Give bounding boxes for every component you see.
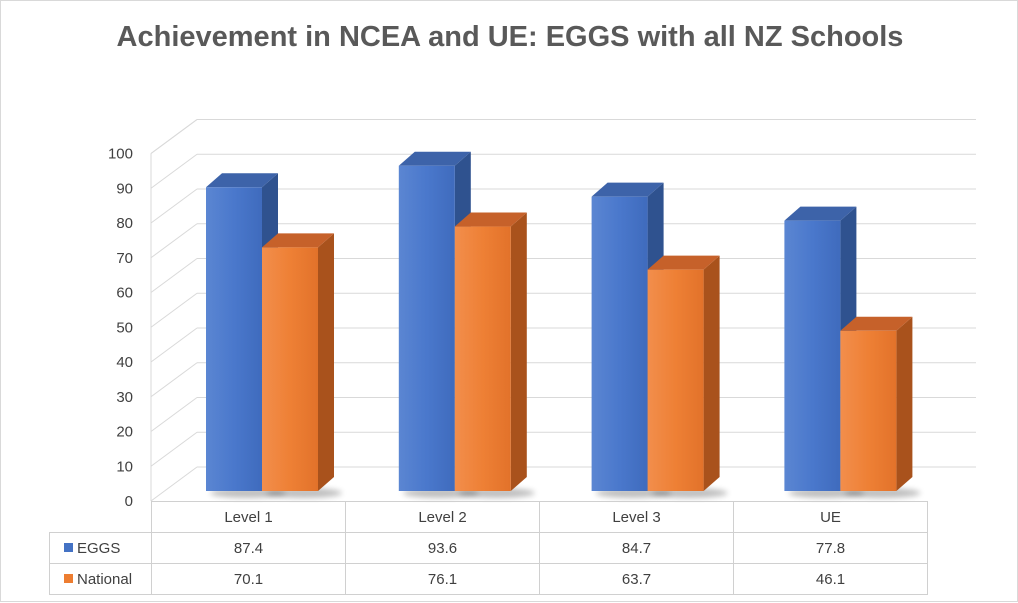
bar-eggs-level-2 [398,165,455,492]
gridline-depth [150,397,198,432]
bar-eggs-ue [784,220,841,491]
bar-top [262,233,334,248]
gridline-depth [150,292,198,328]
gridline-depth [150,327,198,363]
category-label: Level 1 [151,501,346,533]
data-value: 93.6 [345,532,540,564]
data-value: 77.8 [733,532,928,564]
bar-top [206,173,278,188]
y-tick-label: 100 [108,146,133,163]
data-value: 87.4 [151,532,346,564]
gridline-depth [150,188,198,224]
gridline-depth [150,466,198,502]
bar-top [591,182,664,197]
bar-top [647,255,720,270]
legend-swatch [64,542,73,552]
gridline-depth [150,431,198,467]
data-value: 84.7 [539,532,734,564]
bar-side [510,212,527,492]
bar-national-level-1 [262,247,318,491]
table-row: National 70.1 76.1 63.7 46.1 [49,563,928,595]
legend-entry-national: National [49,563,152,595]
category-label: Level 2 [345,501,540,533]
gridline-depth [150,153,198,189]
series-name: National [77,570,133,588]
bar-eggs-level-3 [591,196,648,492]
series-name: EGGS [77,539,121,557]
y-tick-label: 40 [116,354,133,371]
y-tick-label: 60 [116,285,133,302]
category-label: UE [733,501,928,533]
table-header-row: Level 1 Level 2 Level 3 UE [49,501,928,533]
top-edge [150,119,198,154]
y-tick-label: 10 [116,458,133,475]
gridline-depth [150,362,198,398]
legend-swatch [64,573,73,583]
bar-top [398,151,471,166]
bar-top [454,212,527,227]
gridline-depth [150,223,198,259]
data-table: Level 1 Level 2 Level 3 UE EGGS 87.4 93.… [49,501,928,595]
bar-top [784,206,857,221]
data-value: 70.1 [151,563,346,595]
y-tick-label: 30 [116,389,133,406]
bar-national-level-2 [454,226,511,492]
bar-eggs-level-1 [206,187,262,491]
data-value: 63.7 [539,563,734,595]
bar-side [896,316,913,491]
bar-national-level-3 [647,269,704,491]
data-value: 46.1 [733,563,928,595]
legend-entry-eggs: EGGS [49,532,152,564]
category-label: Level 3 [539,501,734,533]
bar-side [703,255,720,491]
table-row: EGGS 87.4 93.6 84.7 77.8 [49,532,928,564]
y-tick-label: 80 [116,215,133,232]
bar-side [318,233,334,491]
bar-top [840,316,913,331]
y-tick-label: 20 [116,424,133,441]
y-tick-label: 70 [116,250,133,267]
bar-national-ue [840,330,897,491]
table-corner [49,501,152,533]
y-tick-label: 50 [116,319,133,336]
gridline-depth [150,258,198,293]
chart-title: Achievement in NCEA and UE: EGGS with al… [116,21,904,53]
y-tick-label: 90 [116,180,133,197]
data-value: 76.1 [345,563,540,595]
